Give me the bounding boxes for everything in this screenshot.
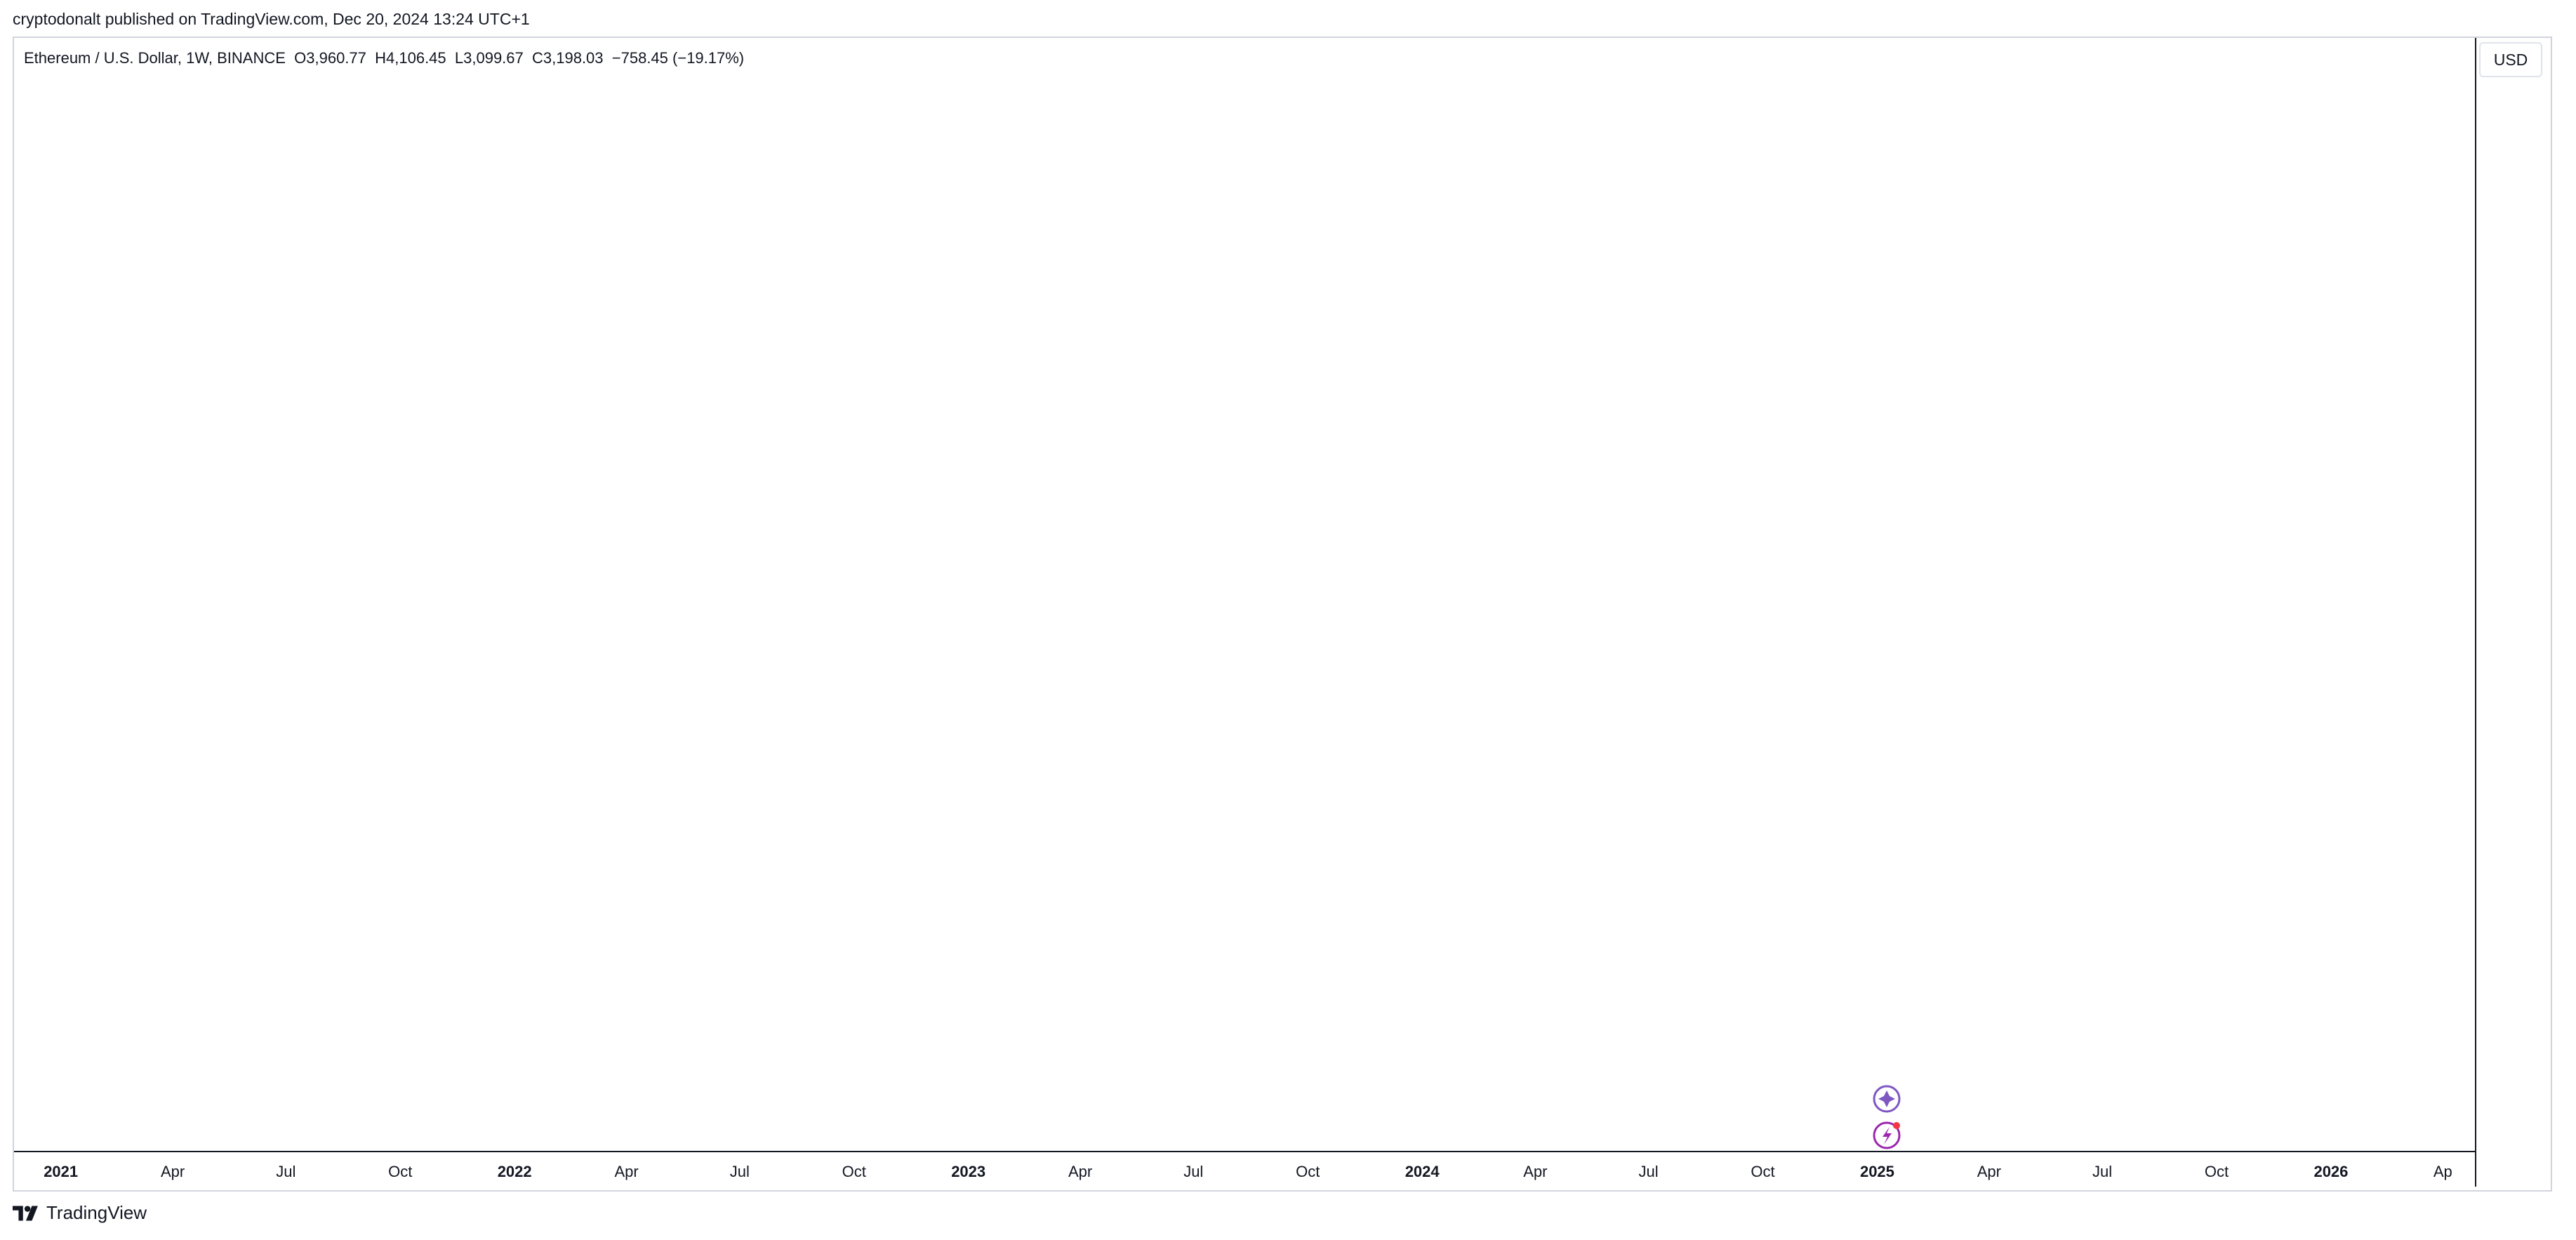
x-tick-label: Oct: [388, 1163, 412, 1180]
x-tick-label: Jul: [276, 1163, 296, 1180]
symbol-legend[interactable]: Ethereum / U.S. Dollar, 1W, BINANCE O3,9…: [24, 49, 744, 67]
axes: 2021 Apr Jul Oct 2022 Apr Jul Oct 2023 Apr Jul Oct 2…: [14, 38, 2476, 1187]
x-tick-label: 2024: [1405, 1163, 1440, 1180]
x-tick-label: Jul: [2092, 1163, 2112, 1180]
sparkle-icon: [1873, 1085, 1901, 1113]
legend-low: L3,099.67: [454, 49, 524, 67]
chart-frame: [13, 37, 2552, 1192]
x-tick-label: 2022: [498, 1163, 532, 1180]
legend-symbol: Ethereum / U.S. Dollar, 1W, BINANCE: [24, 49, 286, 67]
x-tick-label: Oct: [842, 1163, 866, 1180]
footer-branding: TradingView: [13, 1202, 147, 1224]
x-tick-label: Ap: [2434, 1163, 2452, 1180]
legend-high: H4,106.45: [375, 49, 446, 67]
x-tick-label: Apr: [1523, 1163, 1547, 1180]
x-tick-label: 2025: [1860, 1163, 1894, 1180]
x-tick-label: 2023: [951, 1163, 985, 1180]
x-tick-label: 2021: [44, 1163, 78, 1180]
x-tick-label: Apr: [1977, 1163, 2001, 1180]
sparkle-icon-star: [1878, 1090, 1895, 1107]
footer-brand: TradingView: [46, 1202, 147, 1223]
lightning-icon-dot: [1893, 1122, 1900, 1129]
x-tick-label: Oct: [1296, 1163, 1320, 1180]
x-tick-label: Jul: [730, 1163, 750, 1180]
tradingview-logo-icon: [13, 1205, 38, 1221]
lightning-icon: [1873, 1121, 1901, 1149]
legend-change: −758.45 (−19.17%): [611, 49, 745, 67]
x-tick-label: Oct: [1751, 1163, 1774, 1180]
publish-line: cryptodonalt published on TradingView.co…: [13, 10, 530, 28]
chart-icons: [1873, 1085, 1901, 1149]
x-tick-label: Apr: [161, 1163, 185, 1180]
x-tick-label: Oct: [2205, 1163, 2229, 1180]
x-tick-label: 2026: [2313, 1163, 2348, 1180]
legend-close: C3,198.03: [532, 49, 604, 67]
x-tick-label: Apr: [614, 1163, 638, 1180]
legend-open: O3,960.77: [294, 49, 366, 67]
currency-button[interactable]: USD: [2479, 42, 2542, 77]
lightning-icon-bolt: [1883, 1127, 1892, 1145]
x-tick-label: Jul: [1638, 1163, 1658, 1180]
x-tick-label: Apr: [1068, 1163, 1092, 1180]
x-tick-label: Jul: [1183, 1163, 1203, 1180]
